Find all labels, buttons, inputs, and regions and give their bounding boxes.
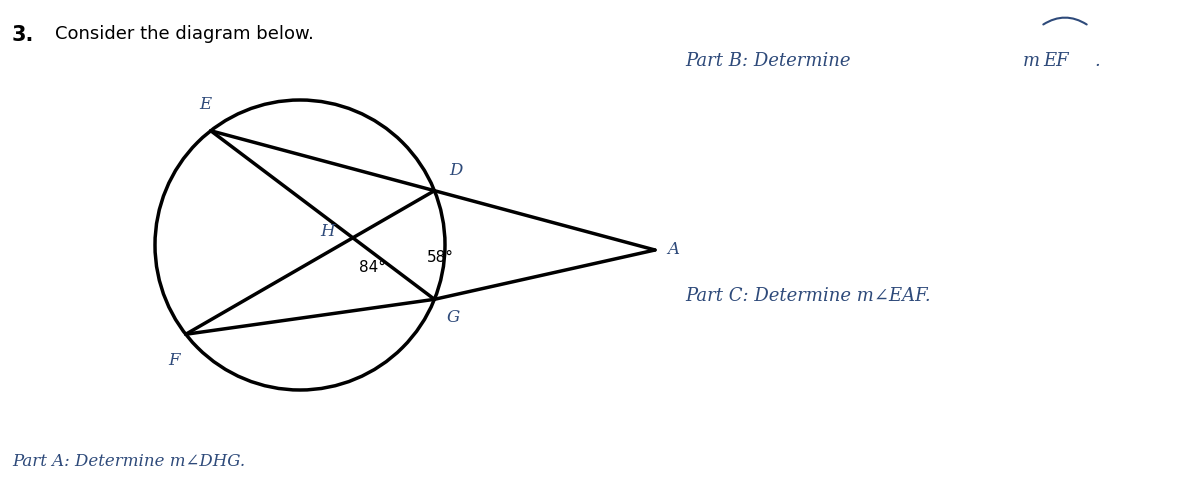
Text: Consider the diagram below.: Consider the diagram below. <box>55 25 314 43</box>
Text: H: H <box>320 223 335 240</box>
Text: 84°: 84° <box>359 260 386 275</box>
Text: .: . <box>1094 52 1099 70</box>
Text: G: G <box>446 309 460 326</box>
Text: m: m <box>1024 52 1040 70</box>
Text: A: A <box>667 242 679 258</box>
Text: E: E <box>199 96 211 113</box>
Text: 3.: 3. <box>12 25 35 45</box>
Text: Part B: Determine: Part B: Determine <box>685 52 857 70</box>
Text: F: F <box>168 352 180 369</box>
Text: D: D <box>450 162 463 179</box>
Text: 58°: 58° <box>426 250 454 265</box>
Text: EF: EF <box>1043 52 1069 70</box>
Text: Part C: Determine m∠EAF.: Part C: Determine m∠EAF. <box>685 287 931 305</box>
Text: Part A: Determine m∠DHG.: Part A: Determine m∠DHG. <box>12 453 245 470</box>
